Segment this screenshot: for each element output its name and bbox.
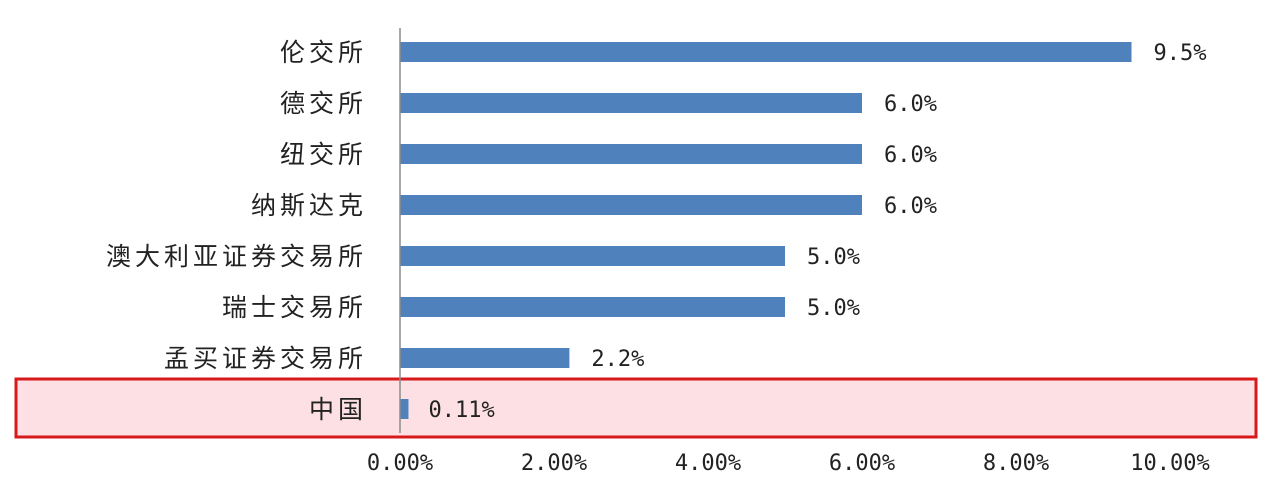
bar-5: [400, 246, 785, 266]
x-tick-label: 0.00%: [367, 451, 433, 476]
category-label: 瑞士交易所: [222, 293, 367, 322]
bar-3: [400, 144, 862, 164]
bar-4: [400, 195, 862, 215]
value-label: 2.2%: [591, 347, 644, 372]
bar-1: [400, 42, 1132, 62]
category-label: 纳斯达克: [251, 191, 367, 220]
x-tick-label: 10.00%: [1130, 451, 1209, 476]
x-tick-label: 8.00%: [983, 451, 1049, 476]
x-tick-label: 2.00%: [521, 451, 587, 476]
bar-8: [400, 399, 409, 419]
category-label: 中国: [309, 395, 367, 424]
value-label: 6.0%: [884, 143, 937, 168]
category-label: 德交所: [280, 89, 367, 118]
value-label: 0.11%: [428, 398, 494, 423]
highlight-box: [14, 377, 1258, 439]
value-label: 6.0%: [884, 92, 937, 117]
x-tick-label: 6.00%: [829, 451, 895, 476]
bar-7: [400, 348, 570, 368]
category-label: 伦交所: [280, 38, 367, 67]
category-label: 澳大利亚证券交易所: [106, 242, 367, 271]
x-tick-label: 4.00%: [675, 451, 741, 476]
bar-6: [400, 297, 785, 317]
value-label: 9.5%: [1154, 41, 1207, 66]
value-label: 5.0%: [807, 296, 860, 321]
category-label: 纽交所: [280, 140, 367, 169]
bar-2: [400, 93, 862, 113]
value-label: 5.0%: [807, 245, 860, 270]
value-label: 6.0%: [884, 194, 937, 219]
category-label: 孟买证券交易所: [164, 344, 367, 373]
